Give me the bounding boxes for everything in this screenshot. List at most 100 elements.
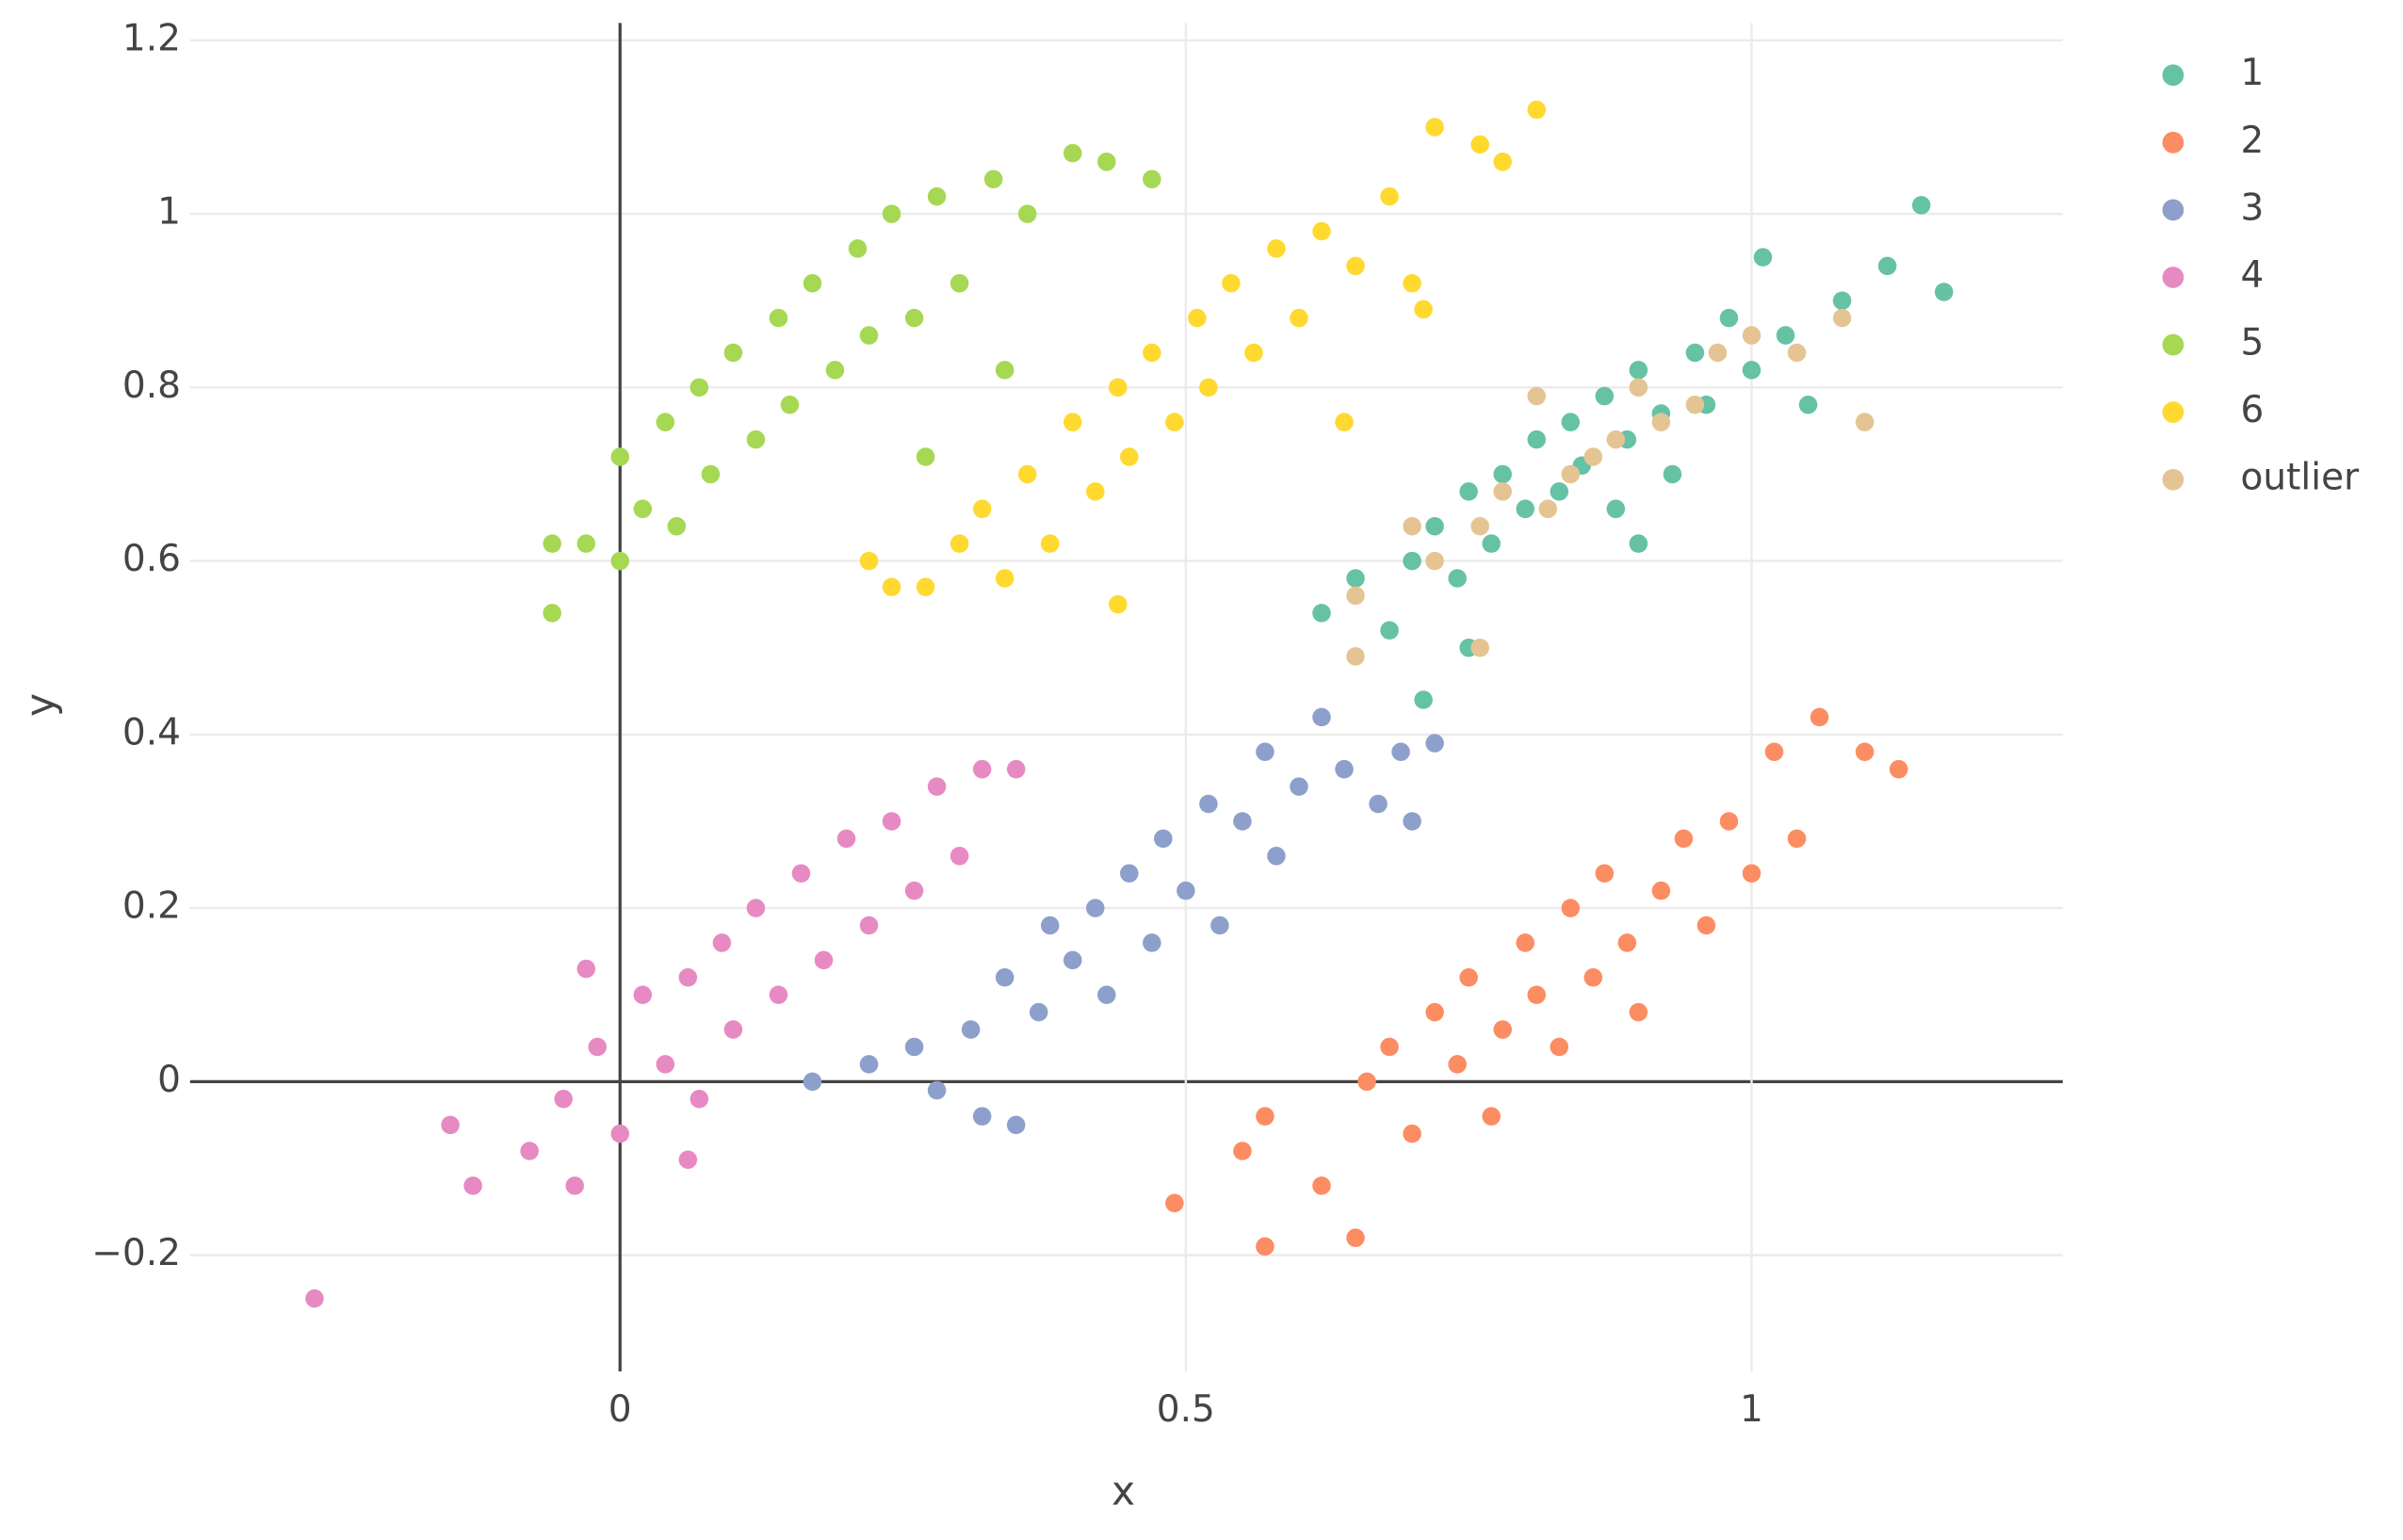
point [1357, 1072, 1376, 1092]
point [656, 413, 675, 431]
point [1120, 864, 1139, 883]
y-tick-label: 0.6 [122, 538, 181, 580]
point [610, 551, 629, 571]
point [633, 985, 653, 1004]
point [1470, 638, 1489, 657]
point [1832, 308, 1852, 328]
point [1312, 221, 1331, 241]
point [916, 577, 935, 596]
legend: 1 2 3 4 5 6 outlier [2162, 52, 2361, 499]
point [859, 916, 879, 935]
point [1256, 1237, 1275, 1256]
y-tick-label: 0.8 [122, 365, 181, 407]
point [1369, 794, 1388, 814]
point [1877, 256, 1897, 276]
point [995, 968, 1015, 987]
point [543, 604, 561, 623]
point [1165, 413, 1184, 431]
point [1403, 812, 1421, 831]
point [1651, 413, 1671, 431]
point [1629, 378, 1648, 397]
point [1911, 196, 1931, 215]
point [995, 361, 1015, 380]
point [1391, 742, 1410, 762]
point [859, 326, 879, 345]
point [1561, 464, 1581, 484]
point [576, 959, 595, 979]
legend-label: outlier [2241, 457, 2361, 499]
point [1143, 170, 1161, 188]
point [1810, 707, 1829, 727]
point [1798, 395, 1818, 414]
legend-label: 2 [2241, 120, 2265, 162]
point [520, 1142, 539, 1160]
legend-marker [2162, 131, 2184, 154]
point [1629, 361, 1648, 380]
point [983, 170, 1003, 188]
point [1244, 343, 1263, 363]
y-tick-label: 1.2 [122, 17, 181, 59]
point [916, 447, 935, 466]
point [746, 899, 766, 917]
point [1482, 534, 1501, 553]
point [1143, 933, 1161, 952]
legend-label: 6 [2241, 389, 2265, 431]
point [712, 933, 732, 952]
point [610, 1124, 629, 1143]
point [1063, 143, 1082, 163]
point [1346, 569, 1365, 588]
point [836, 829, 856, 849]
point [995, 569, 1015, 588]
point [1085, 482, 1105, 501]
point [1425, 118, 1444, 137]
point [1742, 361, 1762, 380]
legend-label: 1 [2241, 52, 2265, 94]
point [1742, 326, 1762, 345]
point [1233, 812, 1252, 831]
point [1606, 430, 1626, 449]
point [1210, 916, 1229, 935]
legend-marker [2162, 64, 2184, 87]
point [1414, 690, 1433, 709]
point [961, 1020, 981, 1039]
grid: −0.2 0 0.2 0.4 0.6 0.8 1 1.2 0 0.5 1 [91, 17, 2063, 1431]
point [1109, 378, 1128, 397]
point [1629, 1002, 1648, 1022]
point [972, 759, 992, 779]
point [1753, 248, 1773, 267]
point [1029, 1002, 1048, 1022]
point [1663, 464, 1682, 484]
x-axis-title: x [1112, 1468, 1135, 1515]
point [1719, 812, 1739, 831]
point [1154, 829, 1173, 849]
point [1651, 881, 1671, 900]
point [1527, 985, 1546, 1004]
point [1606, 499, 1626, 519]
point [1312, 707, 1331, 727]
point [1425, 516, 1444, 536]
point [825, 361, 845, 380]
point [1097, 153, 1116, 171]
point [848, 239, 868, 258]
point [633, 499, 653, 519]
point [723, 1020, 743, 1039]
point [1335, 759, 1354, 779]
point [1120, 447, 1139, 466]
legend-marker [2162, 333, 2184, 356]
y-tick-label: 1 [157, 191, 181, 234]
point [1063, 950, 1082, 970]
point [904, 308, 924, 328]
point [1493, 482, 1512, 501]
point [1017, 204, 1037, 223]
point [1017, 464, 1037, 484]
point [1380, 621, 1399, 640]
point [1719, 308, 1739, 328]
point [1188, 308, 1207, 328]
point [1493, 1020, 1512, 1039]
point [859, 551, 879, 571]
point [1776, 326, 1795, 345]
point [656, 1055, 675, 1074]
